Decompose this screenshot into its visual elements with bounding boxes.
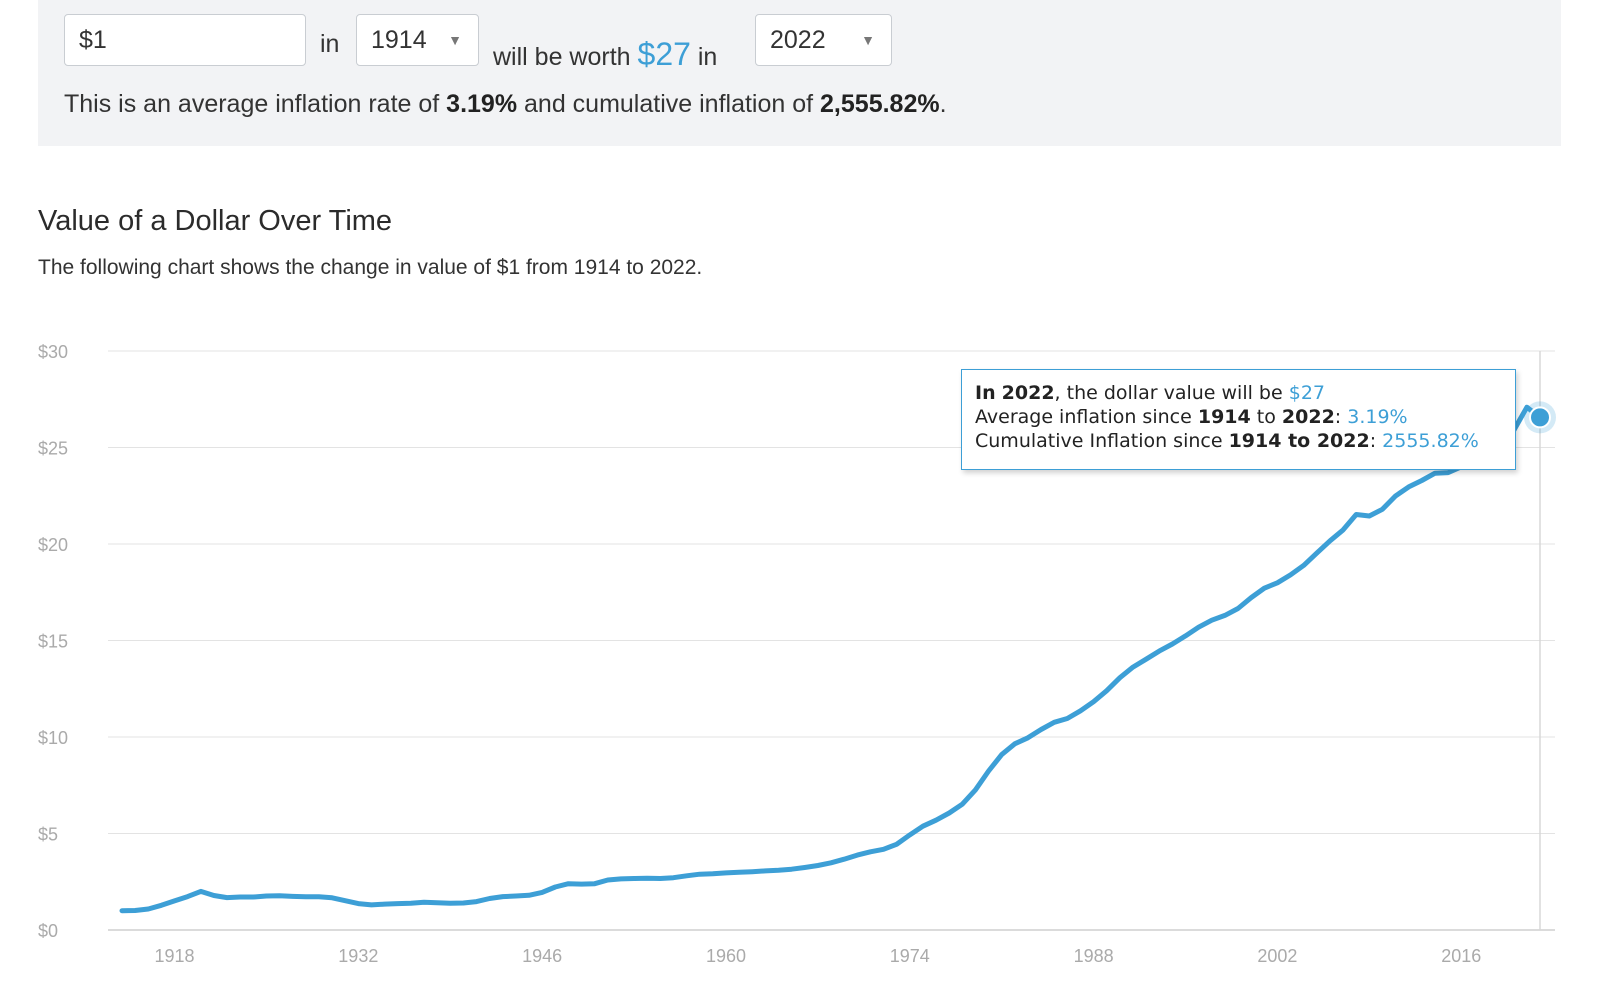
from-year-value: 1914 <box>371 26 427 54</box>
dollar-value-line-chart: $0 $5 $10 $15 $20 $25 $30 1918 1932 1946 1960 1974 1… <box>38 342 1556 966</box>
series-line <box>119 404 1543 914</box>
to-year-value: 2022 <box>770 26 826 54</box>
inflation-summary: This is an average inflation rate of 3.1… <box>64 90 947 119</box>
in-label-2: in <box>697 43 718 71</box>
caret-down-icon: ▼ <box>448 32 462 48</box>
y-tick-label: $30 <box>38 342 68 362</box>
x-tick-label: 1932 <box>338 946 378 966</box>
x-tick-label: 2016 <box>1441 946 1481 966</box>
worth-statement: will be worth $27 in <box>493 36 717 73</box>
from-year-select[interactable]: 1914 ▼ <box>356 14 479 66</box>
x-tick-label: 2002 <box>1257 946 1297 966</box>
x-tick-label: 1974 <box>890 946 930 966</box>
summary-suffix: . <box>939 90 947 118</box>
y-tick-label: $15 <box>38 632 68 652</box>
summary-prefix: This is an average inflation rate of <box>64 90 440 118</box>
tooltip-line-average: Average inflation since 1914 to 2022: 3.… <box>975 406 1408 428</box>
x-tick-label: 1960 <box>706 946 746 966</box>
cumulative-inflation: 2,555.82% <box>820 90 940 118</box>
x-tick-label: 1946 <box>522 946 562 966</box>
to-year-select[interactable]: 2022 ▼ <box>755 14 892 66</box>
chart-title: Value of a Dollar Over Time <box>38 205 393 237</box>
y-tick-label: $5 <box>38 825 58 845</box>
x-tick-label: 1988 <box>1074 946 1114 966</box>
y-tick-label: $10 <box>38 728 68 748</box>
in-label: in <box>320 30 340 58</box>
y-tick-label: $0 <box>38 921 58 941</box>
amount-input[interactable] <box>64 14 306 66</box>
tooltip-line-cumulative: Cumulative Inflation since 1914 to 2022:… <box>975 430 1479 452</box>
average-rate: 3.19% <box>446 90 518 118</box>
worth-value: $27 <box>637 36 691 72</box>
y-tick-label: $25 <box>38 439 68 459</box>
tooltip-line-value: In 2022, the dollar value will be $27 <box>975 382 1325 404</box>
x-tick-label: 1918 <box>154 946 194 966</box>
worth-label: will be worth <box>493 43 631 71</box>
highlight-point <box>1529 406 1551 429</box>
caret-down-icon: ▼ <box>861 32 875 48</box>
y-tick-label: $20 <box>38 535 68 555</box>
chart-tooltip: In 2022, the dollar value will be $27 Av… <box>961 369 1516 470</box>
calculator-panel: in 1914 ▼ will be worth $27 in 2022 ▼ Th… <box>38 0 1561 146</box>
chart-subtitle: The following chart shows the change in … <box>38 256 703 279</box>
summary-middle: and cumulative inflation of <box>524 90 814 118</box>
